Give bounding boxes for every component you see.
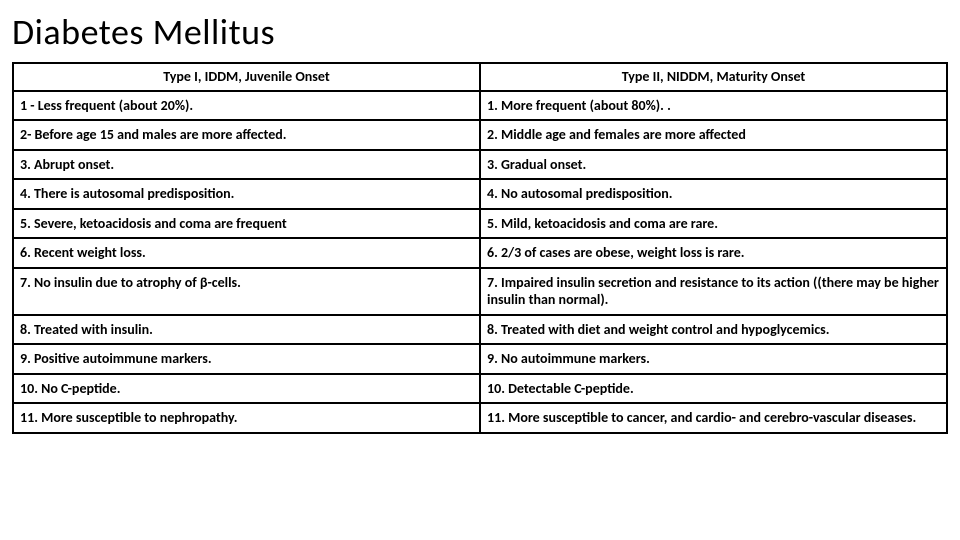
cell-right: 11. More susceptible to cancer, and card… — [480, 403, 947, 433]
cell-right: 5. Mild, ketoacidosis and coma are rare. — [480, 209, 947, 239]
cell-left: 9. Positive autoimmune markers. — [13, 344, 480, 374]
cell-left: 1 - Less frequent (about 20%). — [13, 91, 480, 121]
cell-right: 4. No autosomal predisposition. — [480, 179, 947, 209]
table-row: 6. Recent weight loss. 6. 2/3 of cases a… — [13, 238, 947, 268]
page-title: Diabetes Mellitus — [12, 10, 948, 54]
table-row: 8. Treated with insulin. 8. Treated with… — [13, 315, 947, 345]
cell-right: 2. Middle age and females are more affec… — [480, 120, 947, 150]
cell-right: 7. Impaired insulin secretion and resist… — [480, 268, 947, 315]
table-row: 9. Positive autoimmune markers. 9. No au… — [13, 344, 947, 374]
header-left: Type I, IDDM, Juvenile Onset — [13, 63, 480, 91]
header-right: Type II, NIDDM, Maturity Onset — [480, 63, 947, 91]
table-row: 3. Abrupt onset. 3. Gradual onset. — [13, 150, 947, 180]
cell-left: 8. Treated with insulin. — [13, 315, 480, 345]
table-row: 11. More susceptible to nephropathy. 11.… — [13, 403, 947, 433]
cell-right: 6. 2/3 of cases are obese, weight loss i… — [480, 238, 947, 268]
cell-left: 10. No C-peptide. — [13, 374, 480, 404]
cell-right: 1. More frequent (about 80%). . — [480, 91, 947, 121]
cell-left: 4. There is autosomal predisposition. — [13, 179, 480, 209]
table-header-row: Type I, IDDM, Juvenile Onset Type II, NI… — [13, 63, 947, 91]
table-row: 7. No insulin due to atrophy of β-cells.… — [13, 268, 947, 315]
cell-left: 3. Abrupt onset. — [13, 150, 480, 180]
cell-left: 6. Recent weight loss. — [13, 238, 480, 268]
comparison-table: Type I, IDDM, Juvenile Onset Type II, NI… — [12, 62, 948, 434]
cell-right: 10. Detectable C-peptide. — [480, 374, 947, 404]
table-row: 4. There is autosomal predisposition. 4.… — [13, 179, 947, 209]
cell-left: 5. Severe, ketoacidosis and coma are fre… — [13, 209, 480, 239]
table-row: 5. Severe, ketoacidosis and coma are fre… — [13, 209, 947, 239]
table-row: 2- Before age 15 and males are more affe… — [13, 120, 947, 150]
table-row: 1 - Less frequent (about 20%). 1. More f… — [13, 91, 947, 121]
cell-left: 11. More susceptible to nephropathy. — [13, 403, 480, 433]
cell-left: 2- Before age 15 and males are more affe… — [13, 120, 480, 150]
cell-right: 3. Gradual onset. — [480, 150, 947, 180]
cell-right: 9. No autoimmune markers. — [480, 344, 947, 374]
cell-left: 7. No insulin due to atrophy of β-cells. — [13, 268, 480, 315]
table-row: 10. No C-peptide. 10. Detectable C-pepti… — [13, 374, 947, 404]
cell-right: 8. Treated with diet and weight control … — [480, 315, 947, 345]
